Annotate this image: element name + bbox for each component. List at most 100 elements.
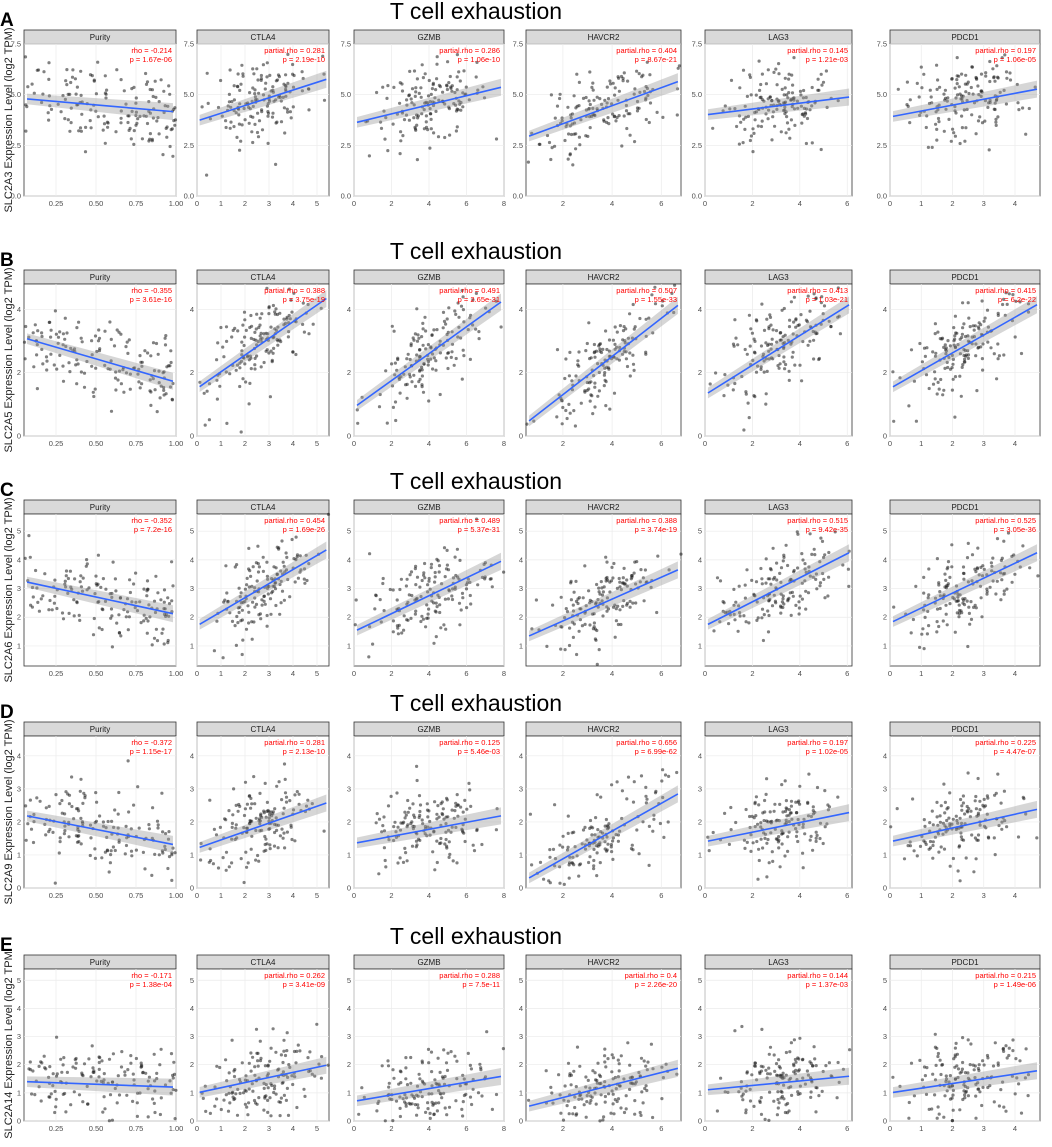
data-point — [587, 387, 591, 391]
data-point — [61, 332, 65, 336]
data-point — [261, 555, 265, 559]
data-point — [282, 762, 287, 766]
data-point — [978, 799, 982, 803]
data-point — [400, 89, 405, 93]
data-point — [933, 332, 937, 336]
data-point — [171, 154, 175, 158]
y-tick-label: 1 — [698, 1088, 702, 1097]
data-point — [825, 105, 829, 109]
data-point — [422, 573, 426, 577]
x-tick-label: 5 — [315, 1124, 319, 1133]
y-tick-label: 1 — [17, 1088, 21, 1097]
data-point — [957, 603, 961, 607]
data-point — [502, 570, 506, 574]
data-point — [32, 365, 36, 369]
p-value: 9.42e-35 — [818, 525, 848, 534]
data-point — [575, 652, 579, 657]
confidence-band — [357, 293, 501, 411]
data-point — [953, 415, 957, 419]
p-value: 2.13e-10 — [295, 747, 325, 756]
data-point — [458, 79, 462, 83]
data-point — [319, 306, 323, 310]
data-point — [374, 821, 378, 825]
data-point — [802, 106, 807, 110]
data-point — [152, 1101, 156, 1105]
data-point — [601, 347, 605, 351]
data-point — [48, 104, 52, 108]
data-point — [251, 104, 255, 108]
data-point — [437, 570, 441, 574]
data-point — [946, 339, 950, 343]
data-point — [427, 809, 431, 813]
y-tick-label: 0 — [883, 432, 887, 441]
data-point — [785, 121, 790, 125]
rho-value: 0.415 — [1017, 286, 1036, 295]
rho-label: rho — [131, 738, 142, 747]
data-point — [592, 864, 596, 868]
data-point — [287, 330, 291, 334]
data-point — [933, 370, 937, 374]
data-point — [444, 322, 448, 326]
data-point — [980, 299, 984, 303]
data-point — [262, 594, 266, 599]
y-tick-label: 1 — [347, 641, 351, 650]
data-point — [48, 827, 52, 832]
data-point — [588, 855, 592, 859]
data-point — [454, 312, 458, 316]
data-point — [290, 310, 294, 314]
data-point — [603, 1094, 608, 1099]
data-point — [936, 78, 940, 82]
data-point — [34, 568, 38, 573]
data-point — [268, 395, 272, 399]
data-point — [282, 1038, 286, 1042]
rho-value: -0.352 — [151, 516, 172, 525]
data-point — [455, 861, 459, 865]
data-point — [426, 583, 430, 587]
data-point — [268, 1096, 272, 1100]
x-tick-label: 3 — [267, 439, 271, 448]
data-point — [448, 852, 452, 857]
rho-annotation: partial.rho = 0.525 — [975, 516, 1036, 525]
data-point — [993, 793, 997, 797]
data-point — [420, 112, 424, 116]
y-tick-label: 5 — [883, 527, 887, 536]
data-point — [26, 822, 30, 826]
data-point — [826, 803, 830, 807]
data-point — [783, 86, 787, 90]
data-point — [937, 624, 941, 629]
data-point — [528, 812, 533, 816]
data-point — [124, 824, 128, 829]
data-point — [461, 91, 465, 95]
y-tick-label: 3 — [17, 584, 21, 593]
data-point — [215, 378, 219, 382]
data-point — [1002, 789, 1007, 793]
data-point — [215, 397, 219, 401]
data-point — [99, 585, 103, 590]
data-point — [471, 323, 475, 327]
data-point — [609, 845, 613, 849]
data-point — [437, 83, 441, 87]
data-point — [211, 862, 215, 866]
data-point — [290, 537, 294, 542]
data-point — [976, 833, 981, 837]
data-point — [128, 578, 132, 582]
data-point — [395, 598, 399, 602]
y-tick-label: 0 — [190, 884, 194, 893]
data-point — [999, 801, 1003, 805]
data-point — [251, 86, 255, 90]
data-point — [398, 587, 402, 592]
data-point — [455, 75, 459, 79]
data-point — [923, 354, 928, 358]
data-point — [426, 101, 430, 105]
data-point — [231, 328, 235, 332]
data-point — [455, 125, 459, 129]
data-point — [746, 114, 751, 118]
data-point — [781, 597, 785, 601]
data-point — [1002, 589, 1006, 593]
data-point — [268, 73, 272, 77]
data-point — [622, 71, 626, 75]
y-tick-label: 2 — [883, 368, 887, 377]
data-point — [67, 835, 71, 839]
